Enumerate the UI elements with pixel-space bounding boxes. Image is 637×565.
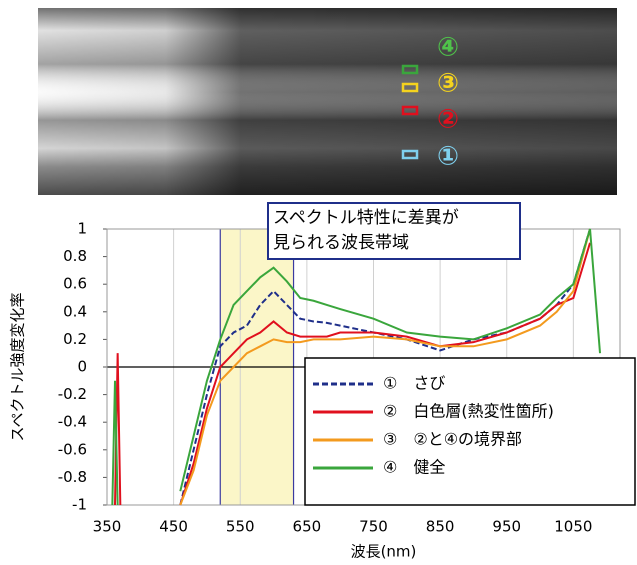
marker-1: [401, 149, 419, 160]
y-tick-label: 0.2: [63, 330, 87, 348]
photo-label: ①: [437, 142, 459, 172]
y-axis-title: スペクトル強度変化率: [9, 293, 27, 442]
legend-label: ④ 健全: [383, 458, 445, 477]
y-tick-label: 0.4: [63, 302, 87, 320]
x-tick-label: 950: [492, 518, 521, 536]
y-tick-label: -0.2: [58, 385, 87, 403]
x-tick-label: 750: [359, 518, 388, 536]
series-line: [179, 228, 602, 492]
annotation-text: 見られる波長帯域: [273, 233, 409, 253]
y-tick-label: 1: [77, 220, 87, 238]
photo-label: ②: [437, 105, 459, 135]
series-line: [179, 228, 591, 506]
x-tick-label: 350: [93, 518, 122, 536]
y-tick-label: -1: [72, 496, 87, 514]
photo-label: ④: [437, 33, 459, 63]
x-axis-title: 波長(nm): [351, 543, 417, 561]
legend-label: ③ ②と④の境界部: [383, 430, 522, 449]
legend-label: ① さび: [383, 374, 445, 393]
chart: 350 450 550 650 750 850 950 1050 -1 -0.8 -0.6 -0.4 -…: [9, 202, 636, 561]
photo: ④ ③ ② ①: [38, 8, 617, 195]
marker-4: [401, 64, 419, 75]
y-tick-label: 0.6: [63, 275, 87, 293]
y-tick-label: -0.6: [58, 440, 87, 458]
marker-3: [401, 82, 419, 93]
y-tick-label: -0.8: [58, 468, 87, 486]
annotation-text: スペクトル特性に差異が: [273, 208, 459, 228]
marker-2: [401, 105, 419, 116]
x-tick-label: 1050: [554, 518, 592, 536]
x-tick-label: 850: [426, 518, 455, 536]
photo-bands: [38, 8, 617, 195]
x-tick-label: 550: [226, 518, 255, 536]
y-tick-label: 0: [77, 358, 87, 376]
y-tick-label: -0.4: [58, 413, 87, 431]
y-tick-label: 0.8: [63, 247, 87, 265]
series-line: [179, 228, 591, 506]
series-line: [179, 242, 591, 506]
annotation-box: [267, 202, 521, 260]
x-tick-label: 650: [293, 518, 322, 536]
photo-label: ③: [437, 69, 459, 99]
x-tick-label: 450: [159, 518, 188, 536]
legend-label: ② 白色層(熱変性箇所): [383, 402, 554, 421]
series-line: [111, 380, 119, 506]
